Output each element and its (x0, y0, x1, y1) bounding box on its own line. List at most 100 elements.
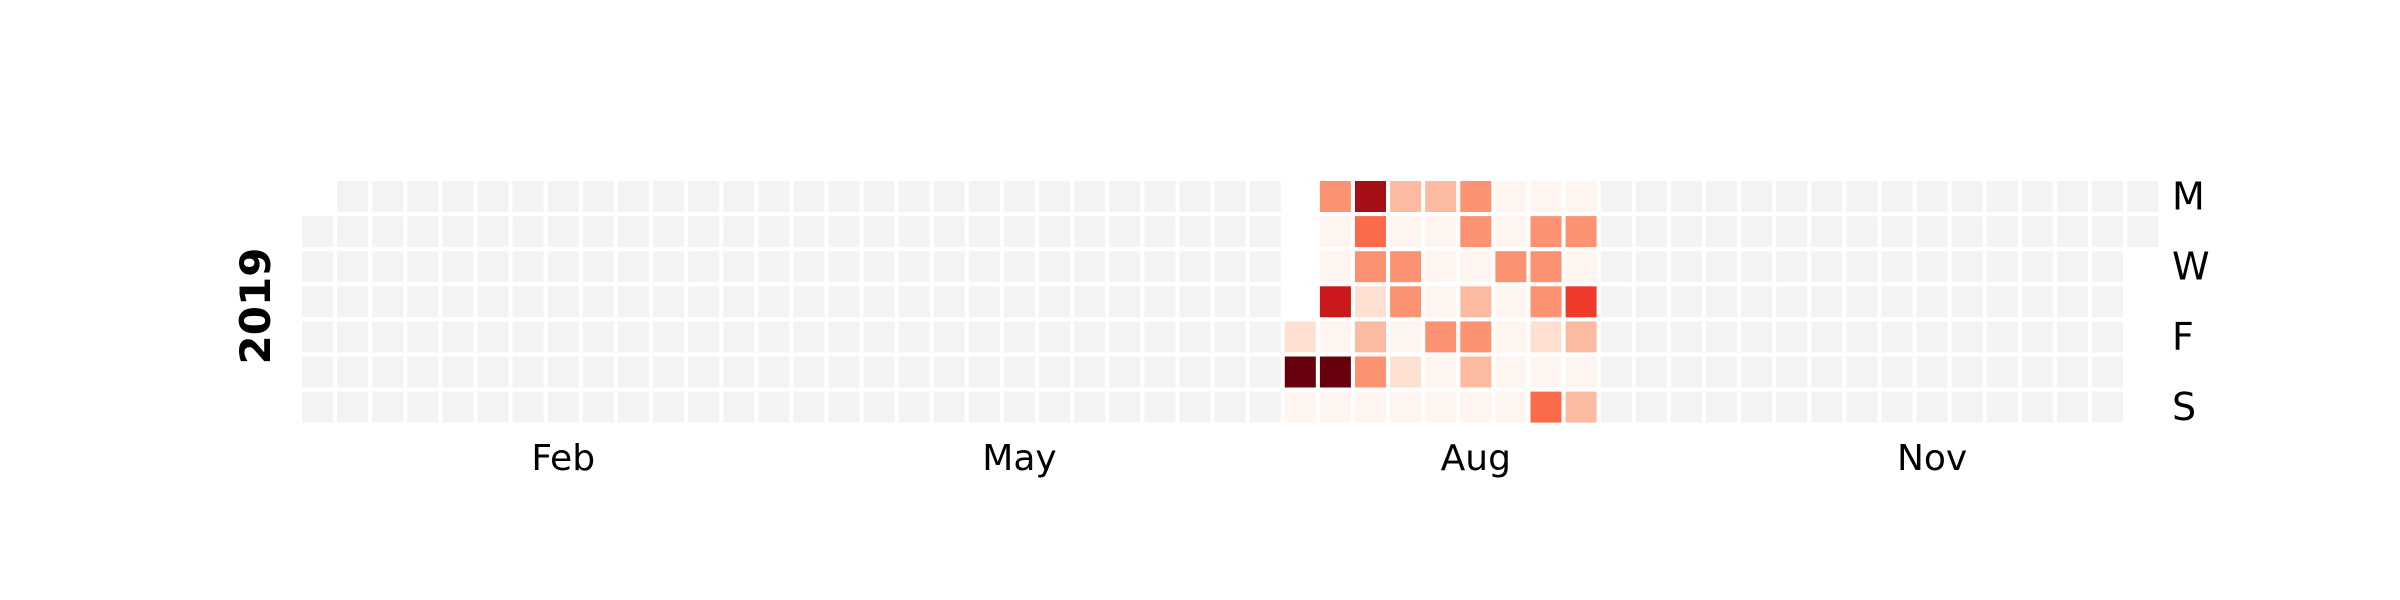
day-cell (547, 286, 579, 318)
day-cell (1811, 356, 1843, 388)
day-cell (1635, 391, 1667, 423)
day-cell (1425, 216, 1457, 248)
day-cell (1249, 216, 1281, 248)
day-cell (1039, 356, 1071, 388)
day-cell (1600, 216, 1632, 248)
day-cell (372, 216, 404, 248)
day-cell (2021, 321, 2053, 353)
day-cell (1600, 391, 1632, 423)
day-cell (1390, 391, 1422, 423)
day-cell (2021, 356, 2053, 388)
day-cell (407, 356, 439, 388)
day-cell (617, 251, 649, 283)
day-cell (968, 321, 1000, 353)
day-cell (1986, 321, 2018, 353)
day-cell (302, 356, 333, 388)
day-cell (1039, 391, 1071, 423)
day-label: F (2172, 315, 2194, 359)
day-cell (688, 286, 720, 318)
day-cell (512, 251, 544, 283)
day-cell (302, 216, 333, 248)
day-cell (582, 321, 614, 353)
day-cell (1916, 181, 1948, 212)
day-cell (1951, 321, 1983, 353)
day-cell (1390, 216, 1422, 248)
day-cell (1425, 286, 1457, 318)
day-cell (477, 251, 509, 283)
day-cell (758, 391, 790, 423)
day-cell (1881, 321, 1913, 353)
day-cell (1460, 356, 1492, 388)
day-cell (1986, 251, 2018, 283)
day-cell (1109, 321, 1141, 353)
day-cell (1179, 286, 1211, 318)
day-cell (1776, 321, 1808, 353)
day-cell (617, 181, 649, 212)
day-cell (1706, 356, 1737, 388)
day-cell (1600, 356, 1632, 388)
day-cell (372, 391, 404, 423)
day-cell (1741, 251, 1773, 283)
day-cell (512, 181, 544, 212)
day-cell (1846, 356, 1878, 388)
day-cell (828, 286, 860, 318)
day-cell (1951, 251, 1983, 283)
day-cell (1635, 216, 1667, 248)
day-cell (1390, 251, 1422, 283)
day-cell (1565, 321, 1597, 353)
day-cell (1004, 286, 1035, 318)
day-cell (2057, 251, 2088, 283)
day-cell (1670, 216, 1702, 248)
day-cell (1635, 356, 1667, 388)
day-cell (2057, 286, 2088, 318)
day-cell (1951, 216, 1983, 248)
day-cell (617, 391, 649, 423)
day-cell (863, 321, 895, 353)
day-cell (2021, 286, 2053, 318)
day-cell (1214, 356, 1246, 388)
day-cell (1530, 356, 1562, 388)
day-cell (723, 286, 755, 318)
day-cell (407, 286, 439, 318)
month-label: Aug (1441, 438, 1511, 479)
day-cell (582, 181, 614, 212)
day-cell (2092, 181, 2124, 212)
day-cell (1284, 321, 1316, 353)
day-cell (1916, 321, 1948, 353)
day-cell (1144, 356, 1176, 388)
day-cell (512, 321, 544, 353)
day-cell (1846, 286, 1878, 318)
day-cell (1776, 216, 1808, 248)
day-cell (1004, 251, 1035, 283)
day-cell (1144, 391, 1176, 423)
day-cell (1916, 216, 1948, 248)
day-cell (547, 251, 579, 283)
day-cell (2021, 181, 2053, 212)
day-cell (1109, 356, 1141, 388)
day-cell (688, 181, 720, 212)
day-cell (1214, 181, 1246, 212)
day-cell (372, 286, 404, 318)
day-cell (1706, 216, 1737, 248)
day-cell (1179, 181, 1211, 212)
day-cell (1670, 286, 1702, 318)
day-cell (1004, 321, 1035, 353)
day-cell (933, 356, 965, 388)
day-cell (1811, 391, 1843, 423)
day-cell (1144, 321, 1176, 353)
day-cell (1495, 356, 1527, 388)
day-cell (547, 321, 579, 353)
day-cell (547, 356, 579, 388)
day-cell (1530, 391, 1562, 423)
day-cell (1319, 356, 1351, 388)
day-cell (1706, 321, 1737, 353)
day-cell (1249, 251, 1281, 283)
day-cell (1530, 321, 1562, 353)
day-cell (1039, 181, 1071, 212)
day-cell (653, 321, 684, 353)
day-cell (933, 286, 965, 318)
day-cell (1811, 181, 1843, 212)
day-cell (2057, 321, 2088, 353)
day-cell (758, 181, 790, 212)
day-cell (758, 251, 790, 283)
